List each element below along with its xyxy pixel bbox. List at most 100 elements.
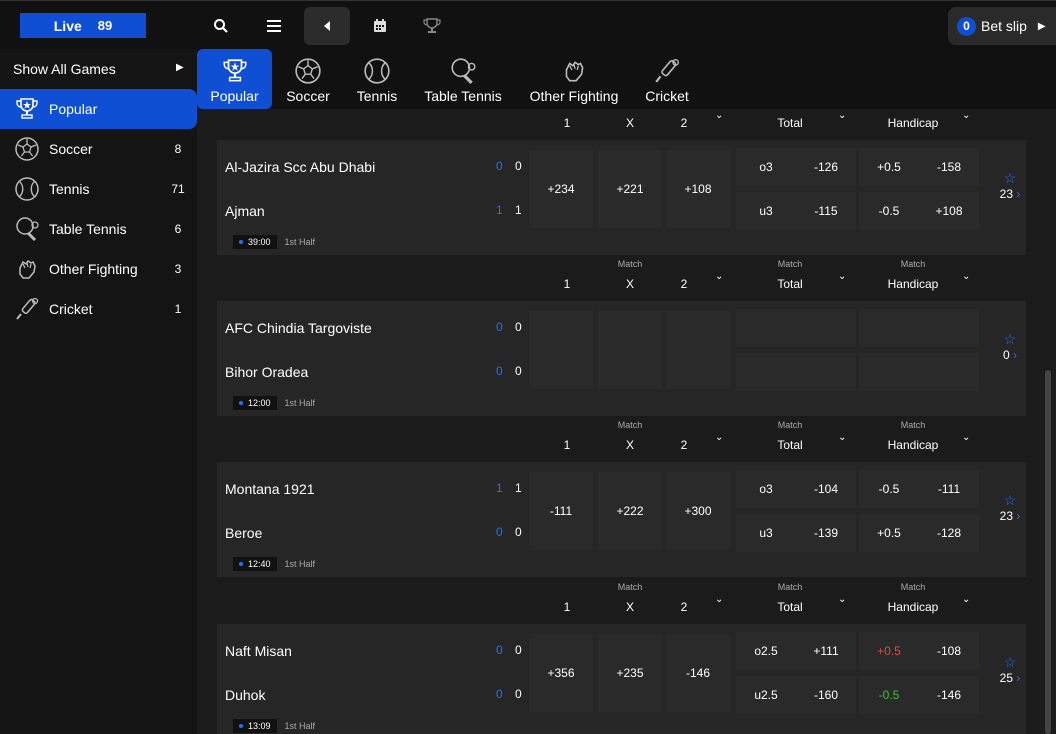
chevron-down-icon[interactable]: ⌄	[715, 110, 724, 121]
handicap-away[interactable]	[859, 353, 979, 391]
header-1: 1	[563, 438, 571, 452]
search-icon[interactable]	[202, 7, 240, 45]
total-under[interactable]: u3 -139	[736, 514, 856, 552]
tab-tennis[interactable]: Tennis	[349, 49, 405, 109]
total-over[interactable]: o3 -126	[736, 148, 856, 186]
header-x: X	[625, 277, 634, 291]
chevron-right-icon[interactable]: ›	[1009, 348, 1018, 362]
handicap-home[interactable]	[859, 309, 979, 347]
sidebar-item-cricket[interactable]: Cricket 1	[0, 289, 197, 329]
live-button[interactable]: Live 89	[20, 13, 146, 38]
handicap-home[interactable]: +0.5 -158	[859, 148, 979, 186]
away-team-name[interactable]: Duhok	[225, 687, 266, 703]
chevron-down-icon[interactable]: ⌄	[715, 594, 724, 605]
odds-1[interactable]	[529, 311, 593, 389]
home-team-name[interactable]: AFC Chindia Targoviste	[225, 320, 372, 336]
total-line: u2.5	[754, 688, 778, 702]
chevron-right-icon[interactable]: ›	[1013, 671, 1021, 685]
tab-soccer[interactable]: Soccer	[277, 49, 339, 109]
total-over[interactable]	[736, 309, 856, 347]
caret-right-icon[interactable]: ▶	[176, 62, 184, 73]
chevron-down-icon[interactable]: ⌄	[838, 110, 847, 121]
odds-x[interactable]: +221	[598, 150, 662, 228]
more-markets[interactable]: ☆ 23 ›	[995, 170, 1025, 201]
odds-x[interactable]: +235	[598, 634, 662, 712]
odds-1[interactable]: -111	[529, 472, 593, 550]
total-under[interactable]: u2.5 -160	[736, 676, 856, 714]
tab-cricket[interactable]: Cricket	[641, 49, 693, 109]
away-team-name[interactable]: Ajman	[225, 203, 265, 219]
odds-1[interactable]: +356	[529, 634, 593, 712]
odds-1[interactable]: +234	[529, 150, 593, 228]
star-icon[interactable]: ☆	[1003, 331, 1017, 347]
away-team-name[interactable]: Bihor Oradea	[225, 364, 309, 380]
handicap-away[interactable]: -0.5 -146	[859, 676, 979, 714]
chevron-right-icon[interactable]: ›	[1013, 187, 1021, 201]
home-score: 0	[515, 159, 522, 173]
menu-icon[interactable]	[255, 7, 293, 45]
star-icon[interactable]: ☆	[1003, 492, 1017, 508]
home-team-name[interactable]: Naft Misan	[225, 643, 292, 659]
odds-x[interactable]	[598, 311, 662, 389]
sidebar-item-soccer[interactable]: Soccer 8	[0, 129, 197, 169]
chevron-down-icon[interactable]: ⌄	[962, 432, 971, 443]
calendar-icon[interactable]	[361, 7, 399, 45]
more-markets[interactable]: ☆ 23 ›	[995, 492, 1025, 523]
odds-x[interactable]: +222	[598, 472, 662, 550]
header-match: Match	[617, 420, 643, 430]
away-team-name[interactable]: Beroe	[225, 525, 263, 541]
chevron-down-icon[interactable]: ⌄	[962, 594, 971, 605]
odds-2[interactable]: +108	[666, 150, 730, 228]
chevron-right-icon[interactable]: ›	[1013, 509, 1021, 523]
handicap-away[interactable]: +0.5 -128	[859, 514, 979, 552]
chevron-down-icon[interactable]: ⌄	[962, 271, 971, 282]
trophy-icon[interactable]	[413, 7, 451, 45]
total-under[interactable]: u3 -115	[736, 192, 856, 230]
sidebar-item-count: 1	[174, 302, 182, 316]
chevron-down-icon[interactable]: ⌄	[838, 594, 847, 605]
star-icon[interactable]: ☆	[1003, 170, 1017, 186]
home-team-name[interactable]: Montana 1921	[225, 481, 315, 497]
tab-popular[interactable]: Popular	[197, 49, 272, 109]
sidebar-item-count: 8	[174, 142, 182, 156]
show-all-games-link[interactable]: Show All Games	[13, 61, 116, 77]
tab-table-tennis[interactable]: Table Tennis	[421, 49, 505, 109]
total-over[interactable]: o2.5 +111	[736, 632, 856, 670]
chevron-down-icon[interactable]: ⌄	[838, 271, 847, 282]
handicap-home[interactable]: -0.5 -111	[859, 470, 979, 508]
header-handicap: Handicap	[887, 438, 939, 452]
more-markets[interactable]: ☆ 25 ›	[995, 654, 1025, 685]
tab-other-fighting[interactable]: Other Fighting	[527, 49, 621, 109]
total-over[interactable]: o3 -104	[736, 470, 856, 508]
total-under[interactable]	[736, 353, 856, 391]
odds-2[interactable]: +300	[666, 472, 730, 550]
sidebar-item-table-tennis[interactable]: Table Tennis 6	[0, 209, 197, 249]
chevron-down-icon[interactable]: ⌄	[962, 110, 971, 121]
odds-2[interactable]: -146	[666, 634, 730, 712]
star-icon[interactable]: ☆	[1003, 654, 1017, 670]
sidebar-item-label: Soccer	[49, 141, 93, 157]
tab-label: Other Fighting	[529, 88, 619, 104]
handicap-home[interactable]: +0.5 -108	[859, 632, 979, 670]
back-arrow-icon[interactable]	[304, 7, 350, 45]
more-markets[interactable]: ☆ 0 ›	[995, 331, 1025, 362]
chevron-down-icon[interactable]: ⌄	[838, 432, 847, 443]
sidebar-item-tennis[interactable]: Tennis 71	[0, 169, 197, 209]
handicap-away[interactable]: -0.5 +108	[859, 192, 979, 230]
home-team-name[interactable]: Al-Jazira Scc Abu Dhabi	[225, 159, 376, 175]
bet-slip-label: Bet slip	[981, 18, 1027, 34]
markets-count: 23	[999, 509, 1013, 523]
chevron-down-icon[interactable]: ⌄	[715, 271, 724, 282]
chevron-down-icon[interactable]: ⌄	[715, 432, 724, 443]
scrollbar[interactable]	[1045, 370, 1051, 734]
bet-slip-button[interactable]: 0 Bet slip ▶	[948, 7, 1056, 45]
sidebar-item-popular[interactable]: Popular	[0, 89, 197, 129]
soccer-ball-icon	[12, 134, 42, 164]
home-score-period: 0	[496, 159, 503, 173]
header-handicap: Handicap	[887, 116, 939, 130]
period-label: 1st Half	[284, 398, 316, 408]
sidebar-item-other-fighting[interactable]: Other Fighting 3	[0, 249, 197, 289]
header-total: Total	[777, 600, 803, 614]
odds-2[interactable]	[666, 311, 730, 389]
